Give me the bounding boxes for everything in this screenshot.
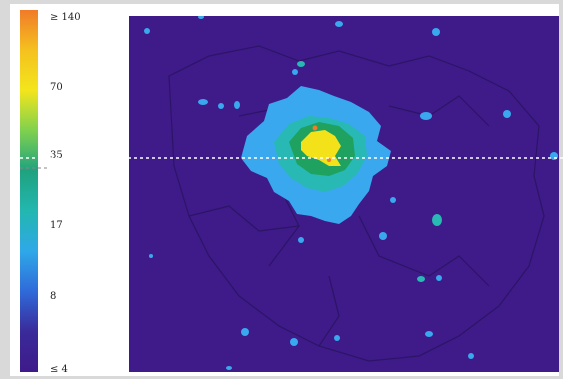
hotspot-peak [312,125,318,131]
color-scale-bar [20,10,38,372]
colorbar-tick-label: 8 [50,291,57,302]
colorbar-tick-label: 35 [50,150,63,161]
scattered-clusters [144,16,558,370]
colorbar-tick-label: ≥ 140 [50,12,81,23]
density-map-graphic [144,16,558,370]
density-map [129,16,559,372]
colorbar-tick-label: ≤ 4 [50,364,68,375]
hotspot-peak [327,158,331,162]
colorbar-tick-label: 17 [50,220,63,231]
colorbar-tick-label: 70 [50,82,63,93]
city-center-hotspot [301,130,341,166]
